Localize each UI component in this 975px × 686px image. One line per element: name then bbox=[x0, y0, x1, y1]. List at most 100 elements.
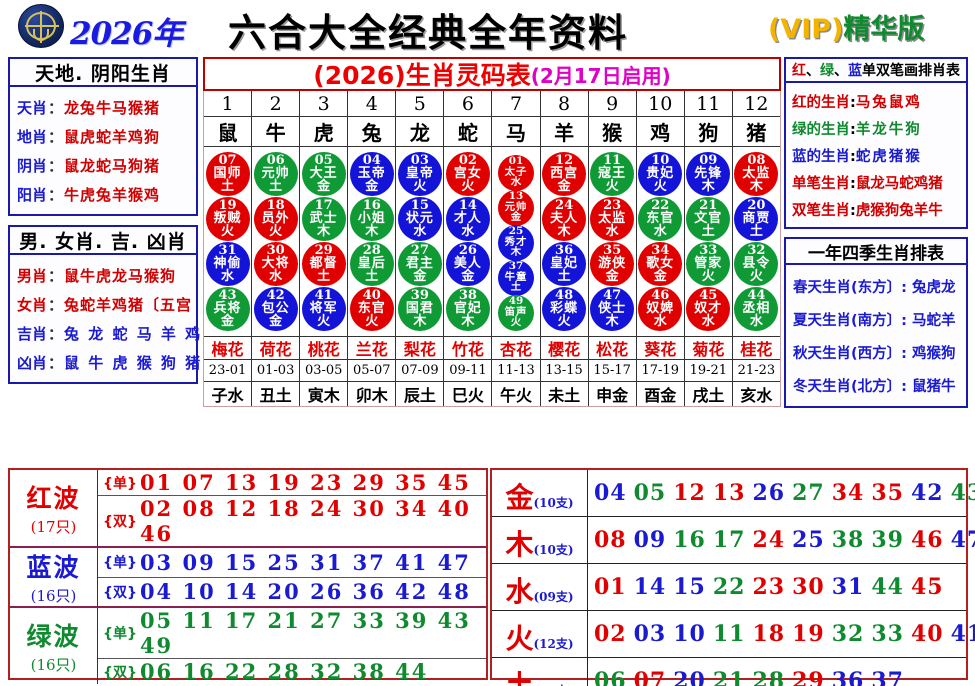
code-ball[interactable]: 29 都督土 bbox=[301, 242, 346, 286]
element-number: 15 bbox=[673, 574, 706, 600]
element-label: 金 bbox=[505, 481, 534, 514]
code-ball[interactable]: 43 兵将金 bbox=[205, 287, 250, 331]
code-ball[interactable]: 28 皇后土 bbox=[349, 242, 394, 286]
ball-title: 游侠 bbox=[598, 256, 627, 271]
wave-parity-tag: {双} bbox=[103, 514, 137, 530]
element-name: 火 (12支) bbox=[492, 611, 588, 657]
right-head-sep: 、 bbox=[806, 63, 820, 79]
code-ball[interactable]: 41 将军火 bbox=[301, 287, 346, 331]
code-ball[interactable]: 39 国君木 bbox=[397, 287, 442, 331]
code-ball[interactable]: 22 东官水 bbox=[638, 197, 683, 241]
code-ball[interactable]: 09 先锋木 bbox=[686, 152, 731, 196]
right-panel2-title: 一年四季生肖排表 bbox=[784, 237, 968, 265]
ball-title: 兵将 bbox=[213, 301, 242, 316]
code-ball[interactable]: 30 大将水 bbox=[253, 242, 298, 286]
code-ball[interactable]: 49 笛声火 bbox=[498, 294, 534, 331]
code-ball[interactable]: 37 牛童土 bbox=[498, 259, 534, 296]
element-number: 45 bbox=[911, 574, 944, 600]
code-ball[interactable]: 23 太监水 bbox=[590, 197, 635, 241]
code-ball[interactable]: 13 元帅金 bbox=[498, 189, 534, 226]
left-row: 女肖：兔蛇羊鸡猪〔五宫 bbox=[10, 290, 196, 319]
code-ball[interactable]: 35 游侠金 bbox=[590, 242, 635, 286]
code-ball[interactable]: 33 管家火 bbox=[686, 242, 731, 286]
ball-title: 西宫 bbox=[550, 166, 579, 181]
code-ball[interactable]: 03 皇帝火 bbox=[397, 152, 442, 196]
code-ball[interactable]: 06 元帅土 bbox=[253, 152, 298, 196]
ball-title: 官妃 bbox=[453, 301, 482, 316]
code-ball[interactable]: 16 小姐木 bbox=[349, 197, 394, 241]
column-branch: 丑土 bbox=[259, 386, 292, 405]
code-ball[interactable]: 38 官妃木 bbox=[445, 287, 490, 331]
code-ball[interactable]: 01 太子水 bbox=[498, 154, 534, 191]
element-number: 12 bbox=[673, 480, 706, 506]
element-number: 37 bbox=[871, 668, 904, 686]
ball-title: 玉帝 bbox=[357, 166, 386, 181]
code-ball[interactable]: 04 玉帝金 bbox=[349, 152, 394, 196]
code-ball[interactable]: 14 才人水 bbox=[445, 197, 490, 241]
wave-count: (16只) bbox=[30, 656, 77, 674]
code-ball[interactable]: 47 侠士木 bbox=[590, 287, 635, 331]
code-ball[interactable]: 32 县令火 bbox=[734, 242, 779, 286]
ball-element: 土 bbox=[317, 269, 331, 284]
code-ball[interactable]: 18 员外火 bbox=[253, 197, 298, 241]
code-ball[interactable]: 08 太监木 bbox=[734, 152, 779, 196]
code-ball[interactable]: 46 奴婢水 bbox=[638, 287, 683, 331]
ball-element: 金 bbox=[605, 269, 619, 284]
ball-title: 商贾 bbox=[742, 211, 771, 226]
ball-element: 金 bbox=[269, 314, 283, 329]
code-ball[interactable]: 34 歌女金 bbox=[638, 242, 683, 286]
left-row-value: 鼠牛虎龙马猴狗 bbox=[64, 267, 177, 285]
code-ball[interactable]: 15 状元水 bbox=[397, 197, 442, 241]
left-row-value: 牛虎兔羊猴鸡 bbox=[64, 186, 161, 204]
code-ball[interactable]: 25 秀才木 bbox=[498, 224, 534, 261]
ball-number: 17 bbox=[314, 198, 333, 213]
code-ball[interactable]: 42 包公金 bbox=[253, 287, 298, 331]
code-ball[interactable]: 21 文官土 bbox=[686, 197, 731, 241]
ball-element: 火 bbox=[413, 179, 427, 194]
code-ball[interactable]: 45 奴才水 bbox=[686, 287, 731, 331]
ball-title: 皇帝 bbox=[405, 166, 434, 181]
code-ball[interactable]: 40 东官火 bbox=[349, 287, 394, 331]
ball-element: 火 bbox=[653, 179, 667, 194]
left-row-sep: ： bbox=[48, 325, 64, 343]
code-ball[interactable]: 27 君主金 bbox=[397, 242, 442, 286]
ball-number: 20 bbox=[747, 198, 766, 213]
code-ball[interactable]: 48 彩蝶火 bbox=[542, 287, 587, 331]
code-ball[interactable]: 24 夫人木 bbox=[542, 197, 587, 241]
code-ball[interactable]: 26 美人金 bbox=[445, 242, 490, 286]
code-ball[interactable]: 17 武士木 bbox=[301, 197, 346, 241]
code-ball[interactable]: 12 西宫金 bbox=[542, 152, 587, 196]
left-row: 凶肖：鼠 牛 虎 猴 狗 猪 bbox=[10, 348, 200, 377]
code-ball[interactable]: 20 商贾土 bbox=[734, 197, 779, 241]
column-flower: 松花 bbox=[588, 337, 636, 360]
left-row-key: 凶肖 bbox=[17, 354, 48, 372]
year-label: 2026年 bbox=[70, 16, 183, 52]
code-ball[interactable]: 44 丞相水 bbox=[734, 287, 779, 331]
season-row: 秋天生肖(西方〕: 鸡猴狗 bbox=[793, 346, 956, 362]
code-ball[interactable]: 11 寇王火 bbox=[590, 152, 635, 196]
ball-number: 32 bbox=[747, 243, 766, 258]
ball-element: 水 bbox=[653, 224, 667, 239]
ball-element: 火 bbox=[317, 314, 331, 329]
left-row-sep: ： bbox=[48, 186, 64, 204]
ball-number: 19 bbox=[218, 198, 237, 213]
ball-title: 将军 bbox=[309, 301, 338, 316]
column-flower: 梅花 bbox=[204, 337, 252, 360]
code-ball[interactable]: 31 神偷水 bbox=[205, 242, 250, 286]
ball-element: 水 bbox=[510, 175, 522, 188]
column-time: 19-21 bbox=[684, 360, 732, 382]
element-number: 03 bbox=[633, 621, 667, 647]
zodiac-column: 12 猪 08 太监木 20 商贾土 32 县令火 44 丞相水桂花 21-23 亥水 bbox=[732, 91, 780, 406]
code-ball[interactable]: 02 宫女火 bbox=[445, 152, 490, 196]
column-index: 2 bbox=[252, 91, 300, 117]
right-head-part: 单双笔画排肖表 bbox=[862, 63, 960, 79]
code-ball[interactable]: 07 国师土 bbox=[205, 152, 250, 196]
element-number: 38 bbox=[831, 527, 865, 553]
code-ball[interactable]: 36 皇妃土 bbox=[542, 242, 587, 286]
column-index: 6 bbox=[444, 91, 492, 117]
zodiac-column: 6 蛇 02 宫女火 14 才人水 26 美人金 38 官妃木竹花 09-11 巳火 bbox=[444, 91, 493, 406]
code-ball[interactable]: 05 大王金 bbox=[301, 152, 346, 196]
code-ball[interactable]: 19 叛贼火 bbox=[205, 197, 250, 241]
ball-number: 43 bbox=[218, 288, 237, 303]
code-ball[interactable]: 10 贵妃火 bbox=[638, 152, 683, 196]
